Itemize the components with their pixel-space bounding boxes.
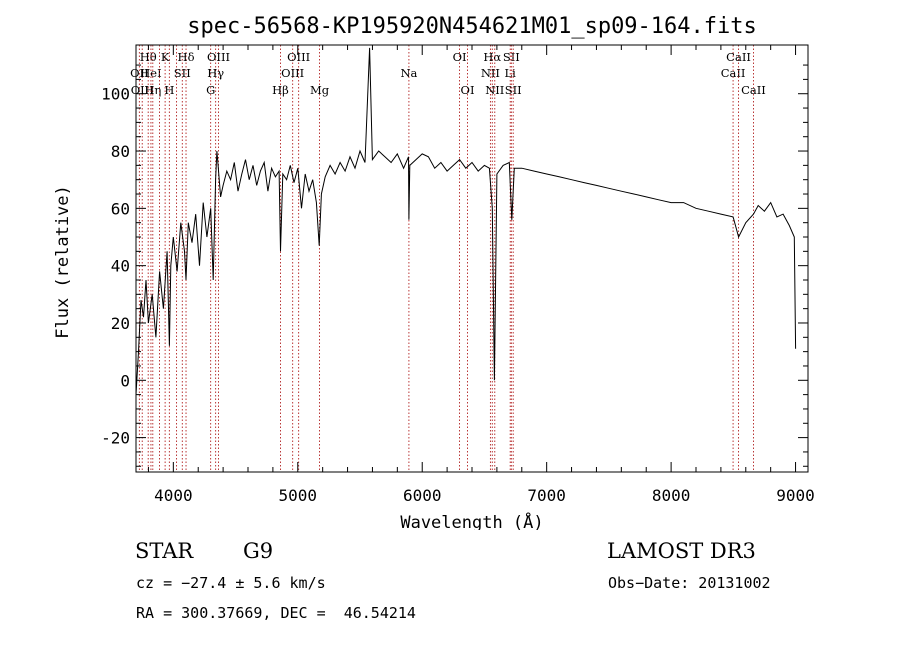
object-subclass: G9 xyxy=(243,539,274,563)
line-marker-label-17: Mg xyxy=(310,83,330,97)
line-marker-label-23: NII xyxy=(485,83,504,97)
line-marker-label-16: OIII xyxy=(287,50,310,64)
x-tick-label-1: 5000 xyxy=(279,486,318,505)
line-marker-label-29: CaII xyxy=(741,83,766,97)
redshift-velocity: cz = −27.4 ± 5.6 km/s xyxy=(136,574,326,592)
line-marker-label-9: SII xyxy=(174,66,191,80)
line-marker-label-18: Na xyxy=(400,66,417,80)
line-marker-label-6: K xyxy=(161,50,170,64)
line-marker-label-25: SII xyxy=(503,50,520,64)
y-tick-label-0: -20 xyxy=(101,429,130,448)
line-marker-label-3: HeI xyxy=(140,66,161,80)
line-marker-label-28: CaII xyxy=(726,50,751,64)
chart-title: spec-56568-KP195920N454621M01_sp09-164.f… xyxy=(187,14,757,39)
y-tick-label-2: 20 xyxy=(111,314,130,333)
y-axis-label: Flux (relative) xyxy=(53,185,73,339)
object-class: STAR xyxy=(135,539,194,563)
series-line-0 xyxy=(135,47,797,395)
observation-date: Obs−Date: 20131002 xyxy=(608,574,771,592)
line-marker-label-15: OIII xyxy=(281,66,304,80)
line-marker-label-12: Hγ xyxy=(207,66,224,80)
line-marker-label-2: Hθ xyxy=(140,50,157,64)
y-tick-label-3: 40 xyxy=(111,257,130,276)
sky-coordinates: RA = 300.37669, DEC = 46.54214 xyxy=(136,604,416,622)
line-marker-label-14: Hβ xyxy=(272,83,289,97)
spectrum-chart: spec-56568-KP195920N454621M01_sp09-164.f… xyxy=(53,14,815,530)
line-marker-label-24: Li xyxy=(505,66,517,80)
line-marker-label-19: OI xyxy=(453,50,467,64)
line-marker-label-21: NII xyxy=(481,66,500,80)
line-marker-label-27: CaII xyxy=(721,66,746,80)
line-marker-label-11: G xyxy=(206,83,215,97)
line-marker-label-22: Hα xyxy=(483,50,501,64)
x-tick-label-5: 9000 xyxy=(776,486,815,505)
y-tick-label-4: 60 xyxy=(111,199,130,218)
line-marker-label-4: Hη xyxy=(144,83,161,97)
plot-frame xyxy=(135,44,809,473)
line-marker-label-20: OI xyxy=(461,83,475,97)
line-marker-layer: OIIOIIIHθHeIHηKHSIIHδGHγOIIIHβOIIIOIIIMg… xyxy=(130,45,766,472)
y-tick-label-5: 80 xyxy=(111,142,130,161)
survey-name: LAMOST DR3 xyxy=(607,539,756,563)
line-marker-label-13: OIII xyxy=(207,50,230,64)
axis-layer: 4000 5000 6000 7000 8000 9000 -20 0 20 40 60 80 100 xyxy=(101,45,815,505)
line-marker-label-26: SII xyxy=(505,83,522,97)
series-layer xyxy=(135,47,797,395)
line-marker-label-10: Hδ xyxy=(178,50,195,64)
line-marker-label-7: H xyxy=(164,83,174,97)
x-tick-label-0: 4000 xyxy=(154,486,193,505)
y-tick-label-6: 100 xyxy=(101,85,130,104)
y-tick-label-1: 0 xyxy=(120,371,130,390)
x-axis-label: Wavelength (Å) xyxy=(400,511,543,530)
x-tick-label-2: 6000 xyxy=(403,486,442,505)
x-tick-label-4: 8000 xyxy=(652,486,691,505)
x-tick-label-3: 7000 xyxy=(527,486,566,505)
line-marker-label-0: OII xyxy=(130,66,149,80)
